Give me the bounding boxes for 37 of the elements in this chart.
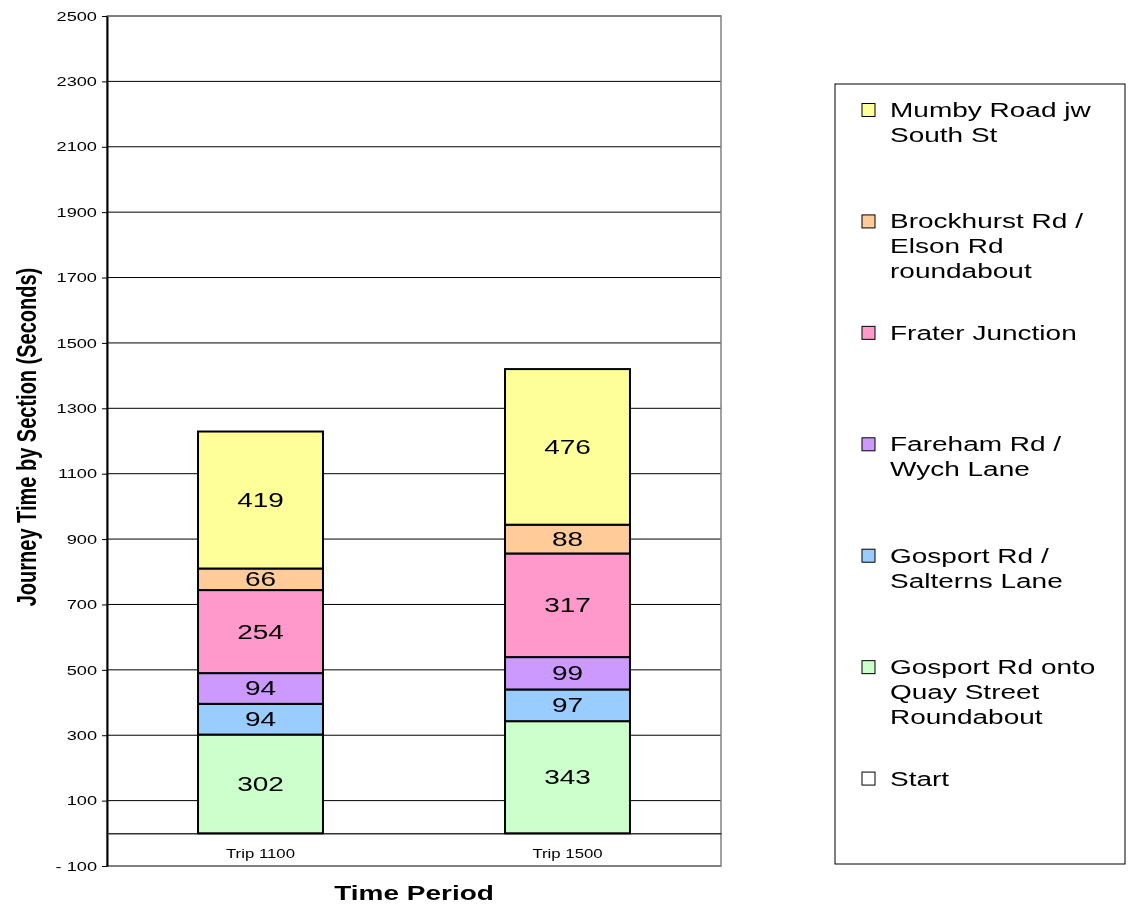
- y-axis-title: Journey Time by Section (Seconds): [10, 267, 42, 607]
- legend-label: Gosport Rd onto Quay Street Roundabout: [890, 656, 1096, 729]
- data-label: 419: [237, 488, 284, 512]
- y-tick-label: 1100: [57, 466, 98, 481]
- y-tick-label: 2100: [56, 139, 98, 154]
- legend-label: Start: [890, 767, 950, 790]
- data-label: 254: [237, 620, 284, 643]
- y-tick-label: 1700: [56, 270, 98, 285]
- y-tick-label: 2500: [56, 9, 98, 24]
- y-tick-label: - 100: [55, 859, 98, 874]
- y-tick-label: 900: [66, 532, 98, 547]
- y-tick-label: 1900: [56, 205, 98, 220]
- data-label: 99: [551, 662, 584, 685]
- x-tick-label: Trip 1500: [532, 846, 603, 860]
- y-tick-label: 1500: [56, 336, 98, 351]
- data-label: 343: [544, 766, 591, 789]
- y-tick-label: 100: [66, 793, 98, 808]
- y-tick-label: 2300: [56, 74, 98, 89]
- y-tick-label: 500: [66, 663, 98, 677]
- data-label: 88: [551, 527, 584, 551]
- y-tick-label: 300: [66, 728, 98, 743]
- legend-label: Fareham Rd / Wych Lane: [890, 433, 1062, 481]
- data-label: 97: [551, 694, 584, 717]
- data-label: 66: [244, 568, 277, 591]
- y-tick-label: 1300: [56, 401, 98, 416]
- y-tick-label: 700: [66, 597, 98, 612]
- legend-label: Mumby Road jw South St: [890, 98, 1092, 147]
- data-label: 317: [544, 594, 591, 617]
- x-tick-label: Trip 1100: [225, 846, 296, 860]
- legend-label: Gosport Rd / Salterns Lane: [890, 544, 1063, 592]
- legend-label: Frater Junction: [890, 321, 1077, 344]
- data-label: 476: [544, 435, 591, 458]
- data-label: 94: [244, 708, 277, 731]
- x-axis-title: Time Period: [334, 881, 494, 905]
- data-label: 94: [244, 677, 277, 700]
- data-label: 302: [237, 772, 284, 796]
- legend-label: Brockhurst Rd / Elson Rd roundabout: [890, 210, 1084, 283]
